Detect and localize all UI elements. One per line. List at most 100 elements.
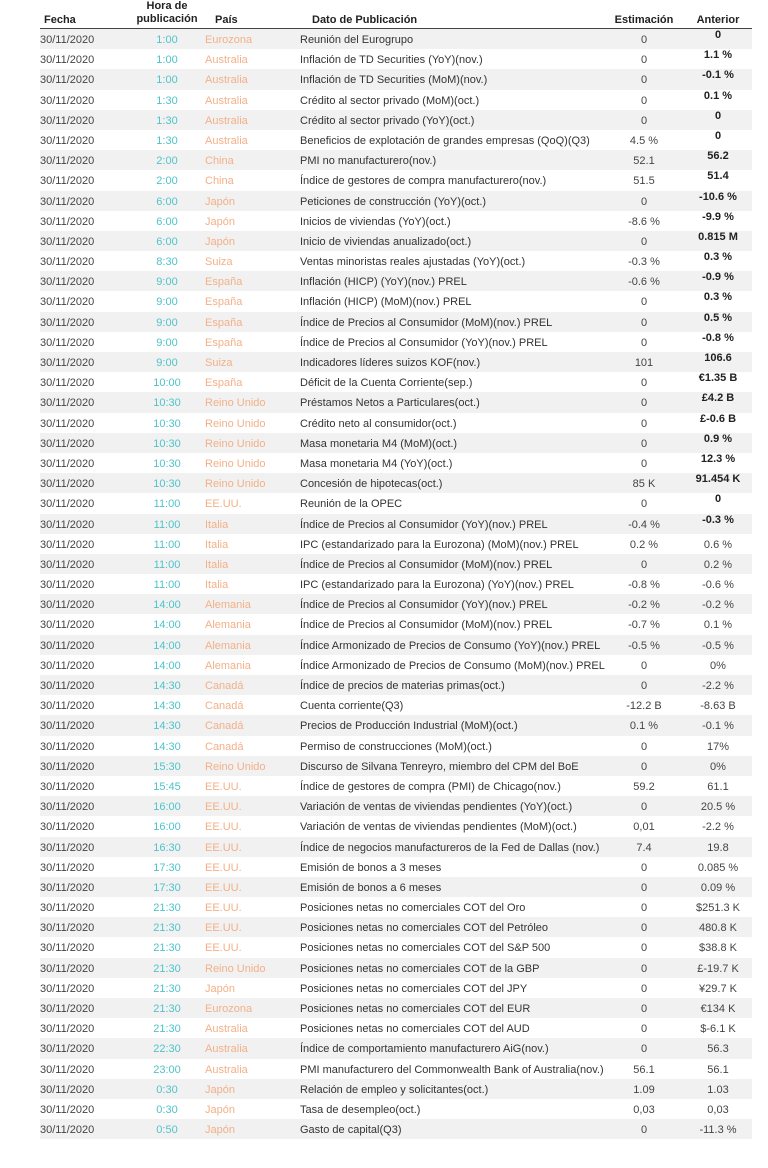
cell-estimacion: -0.5 %: [628, 639, 660, 652]
cell-estimacion: 0: [640, 982, 648, 995]
table-row: 30/11/2020 16:00 EE.UU. Variación de ventas…: [40, 796, 752, 817]
cell-dato: Índice de comportamiento manufacturero A…: [300, 1043, 549, 1056]
cell-pais: Alemania: [205, 619, 251, 632]
cell-hora: 14:30: [153, 700, 181, 713]
cell-dato: Crédito neto al consumidor(oct.): [300, 417, 457, 430]
cell-anterior: -0.8 %: [702, 331, 734, 344]
cell-pais: Eurozona: [205, 1003, 253, 1015]
cell-pais: EE.UU.: [205, 922, 242, 935]
cell-pais: Reino Unido: [205, 457, 266, 470]
cell-fecha: 30/11/2020: [40, 94, 95, 107]
cell-estimacion: 0: [640, 296, 648, 309]
header-anterior: Anterior: [696, 14, 740, 26]
cell-pais: EE.UU.: [205, 942, 242, 955]
cell-pais: Reino Unido: [205, 760, 266, 773]
cell-dato: Índice Armonizado de Precios de Consumo …: [300, 639, 601, 652]
cell-anterior: 0.09 %: [700, 881, 736, 894]
cell-estimacion: 52.1: [633, 155, 655, 168]
cell-estimacion: 0: [640, 498, 648, 511]
cell-fecha: 30/11/2020: [40, 417, 95, 430]
table-row: 30/11/2020 1:30 Australia Beneficios de exp…: [40, 130, 752, 150]
cell-dato: PMI manufacturero del Commonwealth Bank …: [300, 1063, 604, 1076]
cell-hora: 10:30: [153, 457, 181, 470]
cell-fecha: 30/11/2020: [40, 1083, 95, 1096]
cell-anterior: 106.6: [704, 352, 732, 364]
cell-estimacion: 0: [640, 74, 648, 87]
table-row: 30/11/2020 21:30 EE.UU. Posiciones netas no…: [40, 917, 752, 938]
cell-dato: Reunión del Eurogrupo: [300, 34, 414, 46]
cell-estimacion: -0.7 %: [628, 619, 660, 632]
cell-hora: 11:00: [153, 558, 181, 571]
cell-dato: Masa monetaria M4 (YoY)(oct.): [300, 457, 453, 470]
cell-hora: 14:30: [153, 680, 181, 692]
cell-anterior: 56.2: [707, 150, 729, 163]
cell-pais: España: [205, 276, 243, 289]
cell-dato: Índice de precios de materias primas(oct…: [300, 680, 505, 692]
cell-dato: IPC (estandarizado para la Eurozona) (Mo…: [300, 538, 579, 551]
cell-fecha: 30/11/2020: [40, 680, 95, 692]
cell-anterior: 0%: [710, 760, 726, 773]
cell-hora: 16:30: [153, 841, 181, 854]
cell-fecha: 30/11/2020: [40, 54, 95, 67]
cell-hora: 6:00: [156, 215, 178, 228]
cell-hora: 14:30: [153, 720, 181, 733]
cell-pais: Italia: [205, 518, 229, 531]
cell-pais: Reino Unido: [205, 962, 266, 975]
cell-hora: 6:00: [156, 235, 178, 248]
cell-estimacion: 0: [640, 881, 648, 894]
cell-estimacion: 0: [640, 962, 648, 975]
cell-hora: 1:00: [156, 34, 178, 46]
header-hora-line2: publicación: [136, 13, 198, 25]
cell-pais: Japón: [205, 1103, 235, 1116]
cell-anterior: -0.2 %: [702, 599, 734, 612]
cell-fecha: 30/11/2020: [40, 397, 95, 410]
cell-dato: Crédito al sector privado (YoY)(oct.): [300, 114, 475, 127]
table-row: 30/11/2020 15:45 EE.UU. Índice de gestores …: [40, 776, 752, 796]
cell-hora: 11:00: [153, 538, 181, 551]
table-row: 30/11/2020 23:00 Australia PMI manufacturer…: [40, 1059, 752, 1079]
table-row: 30/11/2020 14:00 Alemania Índice Armonizado…: [40, 655, 752, 675]
cell-estimacion: 1.09: [633, 1083, 655, 1096]
cell-anterior: 0.1 %: [703, 619, 733, 632]
cell-dato: Cuenta corriente(Q3): [300, 700, 404, 713]
cell-pais: Canadá: [205, 720, 244, 733]
cell-hora: 1:30: [156, 114, 178, 127]
cell-hora: 15:45: [153, 780, 181, 793]
table-row: 30/11/2020 6:00 Japón Inicios de viviendas …: [40, 211, 752, 231]
cell-dato: Posiciones netas no comerciales COT del …: [300, 1003, 531, 1015]
cell-dato: Inflación de TD Securities (YoY)(nov.): [300, 54, 483, 67]
cell-fecha: 30/11/2020: [40, 155, 95, 168]
table-row: 30/11/2020 22:30 Australia Índice de compor…: [40, 1038, 752, 1059]
cell-dato: Reunión de la OPEC: [300, 498, 403, 511]
cell-anterior: 0.3 %: [703, 251, 733, 264]
cell-dato: Posiciones netas no comerciales COT del …: [300, 982, 528, 995]
cell-dato: Variación de ventas de viviendas pendien…: [300, 821, 577, 834]
cell-hora: 11:00: [153, 498, 181, 511]
table-row: 30/11/2020 9:00 España Inflación (HICP) (Yo…: [40, 271, 752, 292]
cell-hora: 2:00: [156, 155, 178, 168]
cell-dato: Inflación (HICP) (YoY)(nov.) PREL: [300, 276, 467, 289]
cell-fecha: 30/11/2020: [40, 700, 95, 713]
cell-estimacion: 0: [640, 760, 648, 773]
table-row: 30/11/2020 6:00 Japón Inicio de viviendas a…: [40, 230, 752, 252]
cell-dato: Índice Armonizado de Precios de Consumo …: [300, 659, 605, 672]
cell-estimacion: 0: [640, 195, 648, 208]
cell-estimacion: 0: [640, 680, 648, 692]
table-row: 30/11/2020 0:50 Japón Gasto de capital(Q3) 0…: [40, 1119, 752, 1140]
header-estimacion: Estimación: [614, 14, 674, 26]
cell-anterior: $-6.1 K: [700, 1023, 736, 1036]
table-row: 30/11/2020 10:30 Reino Unido Masa monetaria…: [40, 453, 752, 473]
cell-pais: EE.UU.: [205, 498, 242, 511]
cell-estimacion: 0: [640, 558, 648, 571]
table-row: 30/11/2020 21:30 Japón Posiciones netas no …: [40, 978, 752, 998]
cell-estimacion: -0.2 %: [628, 599, 660, 612]
cell-fecha: 30/11/2020: [40, 316, 95, 329]
cell-fecha: 30/11/2020: [40, 1043, 95, 1056]
table-row: 30/11/2020 14:00 Alemania Índice Armonizado…: [40, 634, 752, 655]
cell-anterior: 0.1 %: [703, 89, 733, 102]
cell-dato: Variación de ventas de viviendas pendien…: [300, 801, 573, 814]
cell-pais: EE.UU.: [205, 801, 242, 814]
cell-hora: 9:00: [156, 316, 178, 329]
cell-anterior: 20.5 %: [700, 801, 736, 814]
cell-anterior: 0.9 %: [703, 432, 733, 445]
